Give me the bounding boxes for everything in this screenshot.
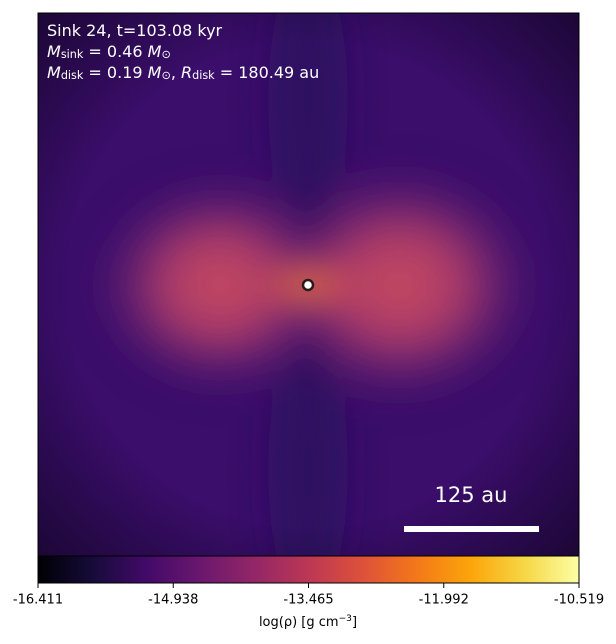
text-segment: M [47, 42, 61, 61]
tick-label: -13.465 [283, 593, 333, 608]
colorbar-axis: -16.411 -14.938 -13.465 -11.992 -10.519 log(ρ… [13, 583, 604, 630]
text-segment: = 0.19 [83, 63, 147, 82]
text-segment: = 0.46 [83, 42, 147, 61]
text-segment: M [148, 42, 162, 61]
text-line: log(ρ) [g cm−3] [259, 614, 357, 630]
text-segment: disk [192, 69, 215, 82]
text-segment: ⊙ [161, 48, 170, 61]
text-segment: −3 [339, 614, 353, 624]
text-segment: M [47, 63, 61, 82]
text-segment: ⊙ [161, 69, 170, 82]
tick-label: -10.519 [554, 593, 604, 608]
colorbar [37, 555, 580, 584]
text-segment: Sink 24, t=103.08 kyr [47, 21, 223, 40]
scale-bar-label: 125 au [435, 483, 508, 507]
text-segment: ] [352, 615, 357, 630]
text-line: Sink 24, t=103.08 kyr [47, 21, 223, 40]
tick-label: -11.992 [419, 593, 469, 608]
text-segment: = 180.49 au [215, 63, 320, 82]
text-line: Mdisk = 0.19 M⊙, Rdisk = 180.49 au [47, 63, 319, 82]
text-segment: log(ρ) [g cm [259, 615, 339, 630]
text-segment: , [171, 63, 181, 82]
text-line: Msink = 0.46 M⊙ [47, 42, 171, 61]
sink [301, 278, 315, 292]
text-segment: M [148, 63, 162, 82]
tick-label: -14.938 [148, 593, 198, 608]
tick-label: -16.411 [13, 593, 63, 608]
text-segment: R [181, 63, 192, 82]
text-segment: sink [61, 48, 84, 61]
text-segment: disk [61, 69, 84, 82]
density-image [38, 13, 579, 556]
